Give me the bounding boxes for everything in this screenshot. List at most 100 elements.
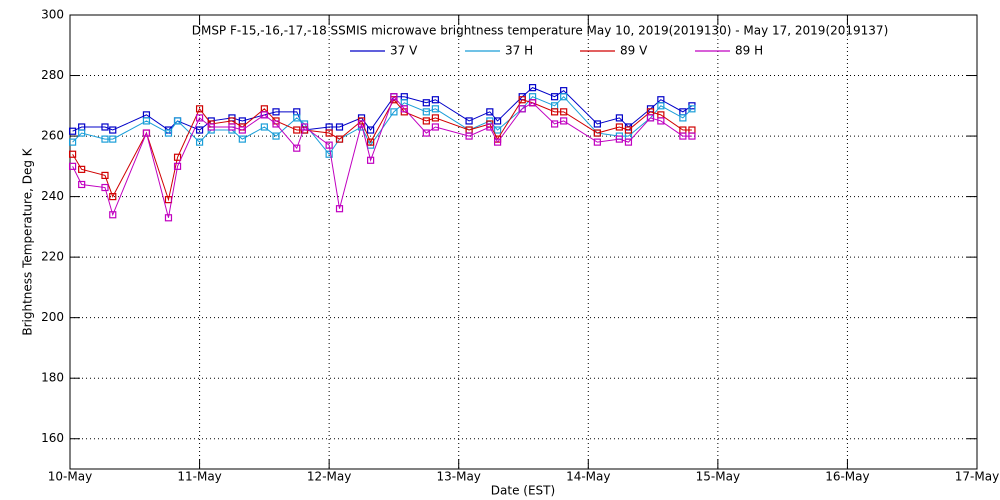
- point-marker: [615, 135, 623, 143]
- y-tick-label: 280: [41, 68, 64, 82]
- legend-label: 89 V: [620, 44, 648, 58]
- point-marker: [560, 108, 568, 116]
- y-axis-label: Brightness Temperature, Deg K: [21, 147, 35, 335]
- point-marker: [101, 123, 109, 131]
- x-tick-label: 15-May: [696, 470, 740, 484]
- x-tick-label: 11-May: [177, 470, 221, 484]
- point-marker: [109, 135, 117, 143]
- x-tick-label: 13-May: [437, 470, 481, 484]
- point-marker: [422, 117, 430, 125]
- x-tick-label: 14-May: [566, 470, 610, 484]
- point-marker: [101, 183, 109, 192]
- point-marker: [68, 162, 77, 170]
- point-marker: [238, 126, 246, 134]
- point-marker: [78, 180, 86, 189]
- x-tick-label: 10-May: [48, 470, 92, 484]
- point-marker: [293, 114, 301, 122]
- point-marker: [593, 120, 601, 128]
- point-marker: [195, 114, 204, 122]
- point-marker: [431, 114, 439, 122]
- chart-title: DMSP F-15,-16,-17,-18 SSMIS microwave br…: [192, 24, 889, 38]
- point-marker: [357, 120, 366, 128]
- point-marker: [550, 93, 559, 101]
- point-marker: [335, 135, 344, 143]
- point-marker: [431, 96, 439, 104]
- point-marker: [688, 132, 696, 140]
- point-marker: [293, 126, 301, 134]
- plot-frame: [69, 14, 978, 470]
- point-marker: [493, 117, 502, 125]
- x-tick-label: 12-May: [307, 470, 351, 484]
- point-marker: [78, 129, 86, 137]
- point-marker: [367, 126, 375, 134]
- y-tick-label: 160: [41, 431, 64, 445]
- y-tick-label: 260: [41, 129, 64, 143]
- y-tick-label: 300: [41, 8, 64, 22]
- point-marker: [367, 138, 375, 146]
- point-marker: [272, 120, 280, 128]
- legend-label: 37 V: [390, 44, 418, 58]
- point-marker: [560, 117, 568, 125]
- point-marker: [528, 99, 537, 107]
- point-marker: [195, 138, 204, 146]
- point-marker: [431, 123, 439, 131]
- series-line: [72, 98, 692, 202]
- point-marker: [493, 138, 502, 146]
- point-marker: [422, 108, 430, 116]
- x-tick-label: 16-May: [825, 470, 869, 484]
- y-tick-label: 240: [41, 189, 64, 203]
- point-marker: [493, 126, 502, 134]
- point-marker: [422, 129, 430, 137]
- point-marker: [173, 153, 182, 161]
- point-marker: [679, 132, 687, 140]
- point-marker: [550, 108, 559, 116]
- y-tick-label: 220: [41, 250, 64, 264]
- point-marker: [142, 117, 151, 125]
- point-marker: [78, 165, 86, 173]
- point-marker: [228, 123, 236, 131]
- point-marker: [173, 162, 182, 170]
- point-marker: [518, 105, 526, 113]
- point-marker: [164, 129, 173, 137]
- point-marker: [300, 123, 309, 131]
- x-tick-label: 17-May: [955, 470, 999, 484]
- point-marker: [272, 108, 280, 116]
- point-marker: [109, 193, 117, 201]
- point-marker: [325, 141, 333, 149]
- point-marker: [486, 123, 494, 131]
- point-marker: [173, 117, 182, 125]
- point-marker: [624, 126, 633, 134]
- point-marker: [550, 120, 559, 128]
- point-marker: [68, 138, 77, 146]
- point-marker: [615, 123, 623, 131]
- point-marker: [593, 138, 601, 146]
- point-marker: [272, 132, 280, 140]
- point-marker: [679, 114, 687, 122]
- point-marker: [367, 156, 375, 164]
- point-marker: [68, 127, 77, 135]
- point-marker: [390, 93, 398, 101]
- point-marker: [335, 123, 344, 131]
- point-marker: [195, 105, 204, 113]
- legend-label: 37 H: [505, 44, 533, 58]
- point-marker: [335, 205, 344, 213]
- point-marker: [109, 211, 117, 219]
- y-tick-label: 200: [41, 310, 64, 324]
- point-marker: [101, 135, 109, 143]
- series-line: [72, 87, 693, 132]
- point-marker: [101, 171, 109, 180]
- point-marker: [390, 108, 398, 116]
- point-marker: [68, 150, 77, 158]
- point-marker: [207, 123, 215, 131]
- point-marker: [325, 150, 333, 158]
- point-marker: [164, 214, 173, 222]
- point-marker: [657, 117, 665, 125]
- point-marker: [486, 108, 494, 116]
- point-marker: [624, 138, 633, 146]
- y-tick-label: 180: [41, 371, 64, 385]
- point-marker: [560, 93, 568, 101]
- legend-label: 89 H: [735, 44, 763, 58]
- point-marker: [646, 114, 655, 122]
- point-marker: [293, 144, 301, 152]
